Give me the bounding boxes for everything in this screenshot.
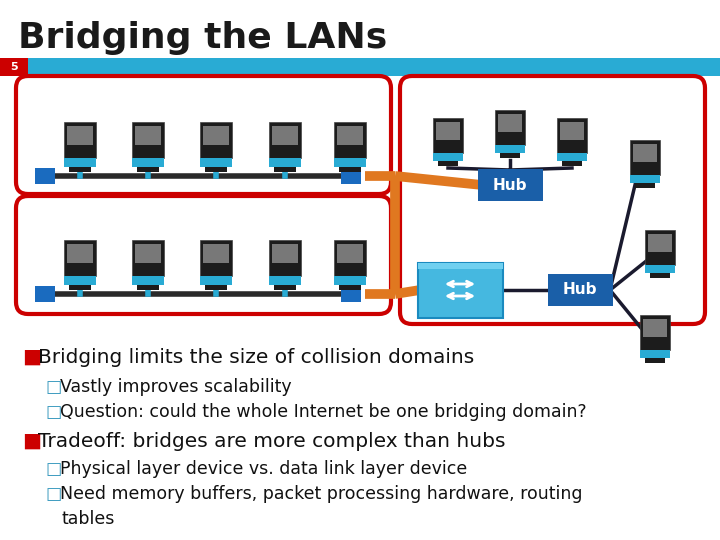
Bar <box>418 262 503 318</box>
Bar <box>334 122 366 158</box>
Bar <box>35 286 55 302</box>
Bar <box>69 167 91 172</box>
Bar <box>132 158 164 167</box>
Bar <box>334 158 366 167</box>
Bar <box>64 240 96 276</box>
Bar <box>272 126 297 145</box>
Text: 5: 5 <box>10 62 18 72</box>
Bar <box>339 167 361 172</box>
Bar <box>547 274 613 306</box>
Bar <box>200 276 232 285</box>
Bar <box>338 126 363 145</box>
Bar <box>68 126 93 145</box>
Bar <box>200 122 232 158</box>
Bar <box>205 285 227 290</box>
Text: Hub: Hub <box>492 178 527 192</box>
Bar <box>630 174 660 183</box>
Bar <box>0 58 720 76</box>
Bar <box>633 144 657 162</box>
Bar <box>64 276 96 285</box>
Bar <box>138 285 159 290</box>
Bar <box>334 240 366 276</box>
Text: Physical layer device vs. data link layer device: Physical layer device vs. data link laye… <box>60 460 467 478</box>
Bar <box>269 240 301 276</box>
Text: ■: ■ <box>22 348 41 367</box>
Bar <box>644 265 675 273</box>
Bar <box>269 276 301 285</box>
Bar <box>269 122 301 158</box>
Bar <box>639 349 670 358</box>
Bar <box>339 285 361 290</box>
Bar <box>438 161 458 166</box>
Bar <box>645 358 665 363</box>
Bar <box>274 285 296 290</box>
Text: Tradeoff: bridges are more complex than hubs: Tradeoff: bridges are more complex than … <box>38 432 505 451</box>
Bar <box>477 169 542 201</box>
Bar <box>648 234 672 252</box>
Bar <box>132 240 164 276</box>
Text: Bridging limits the size of collision domains: Bridging limits the size of collision do… <box>38 348 474 367</box>
Bar <box>562 161 582 166</box>
Bar <box>495 145 526 153</box>
Bar <box>64 122 96 158</box>
Bar <box>436 122 460 140</box>
Bar <box>35 168 55 184</box>
Bar <box>635 183 655 188</box>
Bar <box>500 153 521 158</box>
Bar <box>341 286 361 302</box>
Bar <box>334 276 366 285</box>
Bar <box>272 244 297 263</box>
Text: □: □ <box>45 378 61 396</box>
Text: □: □ <box>45 460 61 478</box>
Bar <box>418 262 503 268</box>
Text: Bridging the LANs: Bridging the LANs <box>18 21 387 55</box>
Bar <box>204 244 229 263</box>
Bar <box>433 118 463 153</box>
Bar <box>433 153 463 161</box>
Bar <box>200 240 232 276</box>
Bar <box>138 167 159 172</box>
Bar <box>644 230 675 265</box>
Bar <box>649 273 670 278</box>
Bar <box>557 118 588 153</box>
Bar <box>498 114 522 132</box>
Text: Hub: Hub <box>563 282 598 298</box>
Bar <box>0 58 28 76</box>
Text: □: □ <box>45 485 61 503</box>
Bar <box>204 126 229 145</box>
Bar <box>560 122 584 140</box>
Bar <box>495 110 526 145</box>
Bar <box>630 140 660 174</box>
Bar <box>135 244 161 263</box>
Bar <box>269 158 301 167</box>
Bar <box>341 168 361 184</box>
Text: Vastly improves scalability: Vastly improves scalability <box>60 378 292 396</box>
Bar <box>639 315 670 349</box>
Bar <box>200 158 232 167</box>
Bar <box>557 153 588 161</box>
Text: ■: ■ <box>22 432 41 451</box>
Bar <box>68 244 93 263</box>
Bar <box>132 122 164 158</box>
Text: Need memory buffers, packet processing hardware, routing: Need memory buffers, packet processing h… <box>60 485 582 503</box>
Text: tables: tables <box>62 510 115 528</box>
Bar <box>64 158 96 167</box>
Bar <box>69 285 91 290</box>
Bar <box>643 319 667 337</box>
Bar <box>135 126 161 145</box>
Text: Question: could the whole Internet be one bridging domain?: Question: could the whole Internet be on… <box>60 403 587 421</box>
Text: □: □ <box>45 403 61 421</box>
Bar <box>274 167 296 172</box>
Bar <box>132 276 164 285</box>
Bar <box>205 167 227 172</box>
Bar <box>338 244 363 263</box>
